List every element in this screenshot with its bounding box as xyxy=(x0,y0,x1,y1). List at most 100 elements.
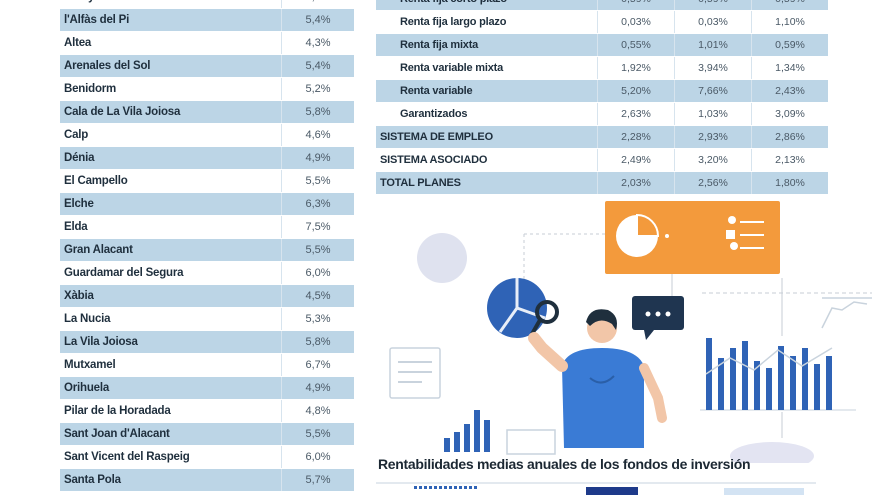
municipality-value: 5,7% xyxy=(281,469,354,491)
municipality-name: Benidorm xyxy=(64,83,117,95)
table-row: Sant Joan d'Alacant 5,5% xyxy=(60,423,354,446)
decor-circle xyxy=(417,233,467,283)
municipality-value: 6,8% xyxy=(281,0,354,8)
table-row: Mutxamel 6,7% xyxy=(60,354,354,377)
municipality-name: Xàbia xyxy=(64,290,94,302)
municipality-name: Calp xyxy=(64,129,89,141)
table-row: Sant Vicent del Raspeig 6,0% xyxy=(60,446,354,469)
return-value: 1,92% xyxy=(597,57,674,79)
fund-category: SISTEMA DE EMPLEO xyxy=(380,131,493,143)
return-value: 0,59% xyxy=(674,0,751,10)
municipality-value: 6,0% xyxy=(281,446,354,468)
return-value: 0,03% xyxy=(597,11,674,33)
fund-category: Garantizados xyxy=(400,108,468,120)
municipality-value: 5,5% xyxy=(281,239,354,261)
fund-category: Renta fija mixta xyxy=(400,39,479,51)
municipality-name: Guardamar del Segura xyxy=(64,267,184,279)
decor-shape xyxy=(730,442,814,463)
return-value: 2,93% xyxy=(674,126,751,148)
return-value: 3,09% xyxy=(751,103,828,125)
municipality-value: 5,8% xyxy=(281,331,354,353)
fund-category: Renta fija corto plazo xyxy=(376,0,597,5)
return-value: 1,01% xyxy=(674,34,751,56)
fund-category: SISTEMA ASOCIADO xyxy=(380,154,488,166)
bar-chart-right xyxy=(700,336,856,412)
return-value: 2,43% xyxy=(751,80,828,102)
return-value: 0,59% xyxy=(751,0,828,10)
municipality-value: 5,4% xyxy=(281,55,354,77)
municipality-value: 4,9% xyxy=(281,377,354,399)
municipality-value: 5,2% xyxy=(281,78,354,100)
table-row: Elche 6,3% xyxy=(60,193,354,216)
table-row: SISTEMA DE EMPLEO 2,28% 2,93% 2,86% xyxy=(376,126,828,149)
fund-category: Renta variable mixta xyxy=(400,62,503,74)
person-figure xyxy=(528,309,667,448)
table-row: Xàbia 4,5% xyxy=(60,285,354,308)
table-row: La Nucia 5,3% xyxy=(60,308,354,331)
municipality-value: 5,3% xyxy=(281,308,354,330)
bar-chart-icon xyxy=(444,410,490,452)
return-value: 7,66% xyxy=(674,80,751,102)
return-value: 1,34% xyxy=(751,57,828,79)
left-table: Alcoy6,8%l'Alfàs del Pi5,4%Altea4,3%Aren… xyxy=(60,0,354,492)
table-row: Arenales del Sol 5,4% xyxy=(60,55,354,78)
return-value: 1,80% xyxy=(751,172,828,194)
municipality-name: La Vila Joiosa xyxy=(64,336,138,348)
table-row: Pilar de la Horadada 4,8% xyxy=(60,400,354,423)
table-row: Alcoy6,8% xyxy=(60,0,354,9)
municipality-value: 6,3% xyxy=(281,193,354,215)
pie-chart-card xyxy=(605,201,780,274)
return-value: 2,56% xyxy=(674,172,751,194)
table-row: Garantizados 2,63% 1,03% 3,09% xyxy=(376,103,828,126)
municipality-value: 5,5% xyxy=(281,170,354,192)
municipality-name: La Nucia xyxy=(64,313,111,325)
caption: Rentabilidades medias anuales de los fon… xyxy=(378,456,751,472)
table-row: l'Alfàs del Pi 5,4% xyxy=(60,9,354,32)
table-row: Renta variable 5,20% 7,66% 2,43% xyxy=(376,80,828,103)
table-row: SISTEMA ASOCIADO 2,49% 3,20% 2,13% xyxy=(376,149,828,172)
table-row: Renta variable mixta 1,92% 3,94% 1,34% xyxy=(376,57,828,80)
table-row: Altea 4,3% xyxy=(60,32,354,55)
municipality-value: 5,8% xyxy=(281,101,354,123)
municipality-name: El Campello xyxy=(64,175,128,187)
return-value: 2,49% xyxy=(597,149,674,171)
municipality-name: Sant Vicent del Raspeig xyxy=(64,451,190,463)
legend-marker-2 xyxy=(586,487,638,495)
municipality-name: Orihuela xyxy=(64,382,110,394)
document-icon xyxy=(389,347,441,399)
legend-marker-1 xyxy=(414,486,478,489)
table-row: Renta fija mixta 0,55% 1,01% 0,59% xyxy=(376,34,828,57)
speech-bubble-icon xyxy=(632,296,684,340)
municipality-name: Alcoy xyxy=(60,0,281,3)
return-value: 1,03% xyxy=(674,103,751,125)
municipality-name: Gran Alacant xyxy=(64,244,133,256)
municipality-value: 4,5% xyxy=(281,285,354,307)
municipality-value: 7,5% xyxy=(281,216,354,238)
table-row: Elda 7,5% xyxy=(60,216,354,239)
return-value: 2,86% xyxy=(751,126,828,148)
caption-underline xyxy=(376,482,816,484)
return-value: 2,28% xyxy=(597,126,674,148)
return-value: 5,20% xyxy=(597,80,674,102)
return-value: 3,94% xyxy=(674,57,751,79)
municipality-name: Sant Joan d'Alacant xyxy=(64,428,170,440)
municipality-name: Cala de La Vila Joiosa xyxy=(64,106,181,118)
table-row: La Vila Joiosa 5,8% xyxy=(60,331,354,354)
table-row: Gran Alacant 5,5% xyxy=(60,239,354,262)
return-value: 1,10% xyxy=(751,11,828,33)
investment-illustration xyxy=(389,201,872,463)
return-value: 0,03% xyxy=(674,11,751,33)
fund-category: TOTAL PLANES xyxy=(380,177,461,189)
table-row: TOTAL PLANES 2,03% 2,56% 1,80% xyxy=(376,172,828,195)
municipality-name: Santa Pola xyxy=(64,474,121,486)
municipality-value: 4,9% xyxy=(281,147,354,169)
fund-category: Renta fija largo plazo xyxy=(400,16,507,28)
municipality-value: 5,4% xyxy=(281,9,354,31)
return-value: 2,13% xyxy=(751,149,828,171)
municipality-name: Mutxamel xyxy=(64,359,116,371)
municipality-value: 6,0% xyxy=(281,262,354,284)
table-row: Renta fija largo plazo 0,03% 0,03% 1,10% xyxy=(376,11,828,34)
right-table: Renta fija corto plazo0,59%0,59%0,59%Ren… xyxy=(376,0,828,195)
table-row: Calp 4,6% xyxy=(60,124,354,147)
